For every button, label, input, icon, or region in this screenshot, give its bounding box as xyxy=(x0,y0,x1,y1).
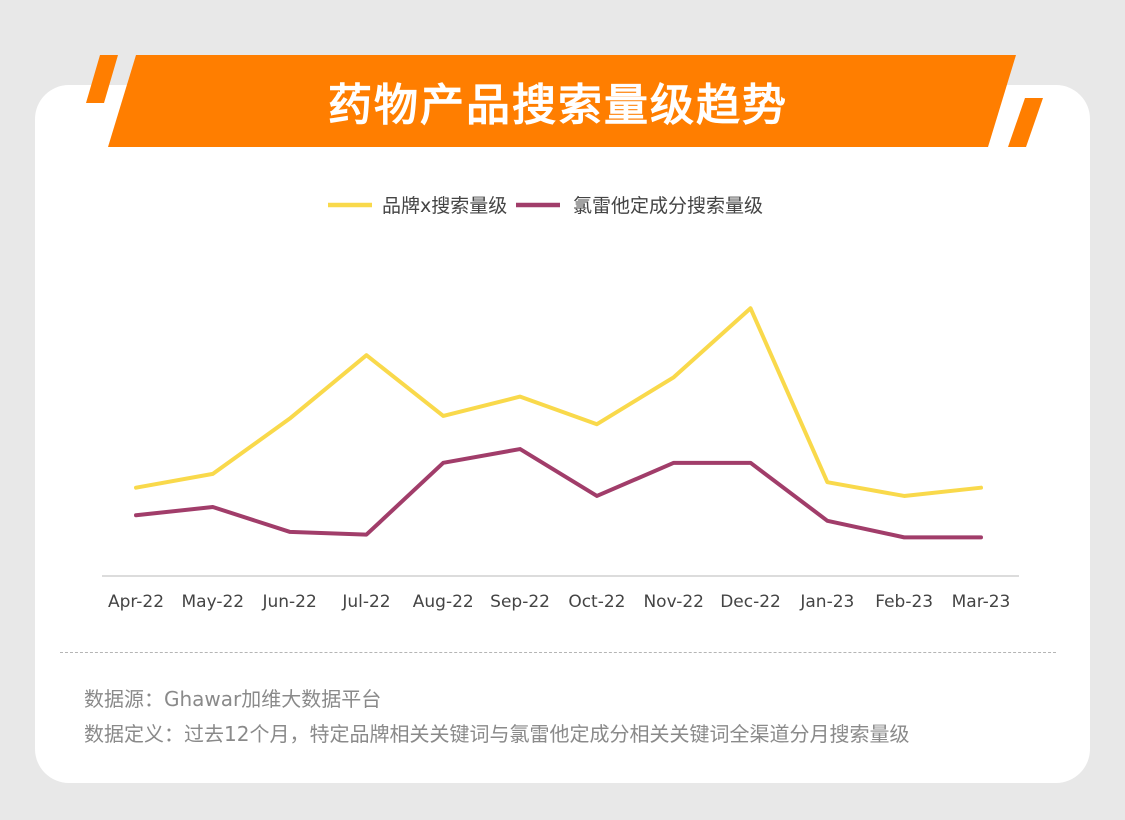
line-chart: 品牌x搜索量级 氯雷他定成分搜索量级 Apr-22 May-22 Jun-22 Jul-… xyxy=(102,195,1019,612)
x-axis-tick-labels: Apr-22 May-22 Jun-22 Jul-22 Aug-22 Sep-22 Oct-… xyxy=(108,592,1010,612)
data-source-note: 数据源：Ghawar加维大数据平台 xyxy=(84,687,382,711)
x-tick-label: Feb-23 xyxy=(875,592,933,612)
x-tick-label: Jul-22 xyxy=(341,592,390,612)
title-banner xyxy=(86,55,1043,147)
content-card xyxy=(35,85,1090,783)
series-line-1 xyxy=(134,306,983,498)
series-line-2 xyxy=(134,447,983,540)
banner-right-stripe xyxy=(1008,98,1043,147)
data-definition-note: 数据定义：过去12个月，特定品牌相关关键词与氯雷他定成分相关关键词全渠道分月搜索… xyxy=(84,722,910,746)
x-tick-label: Dec-22 xyxy=(720,592,781,612)
x-tick-label: Oct-22 xyxy=(568,592,625,612)
chart-legend: 品牌x搜索量级 氯雷他定成分搜索量级 xyxy=(328,195,763,217)
series-lines xyxy=(134,306,983,540)
x-tick-label: Nov-22 xyxy=(643,592,704,612)
x-tick-label: Jan-23 xyxy=(799,592,854,612)
x-tick-label: Aug-22 xyxy=(413,592,474,612)
x-tick-label: Apr-22 xyxy=(108,592,164,612)
banner-main xyxy=(108,55,1016,147)
x-tick-label: Jun-22 xyxy=(261,592,316,612)
x-tick-label: Sep-22 xyxy=(490,592,550,612)
legend-label-2: 氯雷他定成分搜索量级 xyxy=(573,195,763,217)
x-tick-label: Mar-23 xyxy=(952,592,1011,612)
x-tick-label: May-22 xyxy=(182,592,245,612)
divider xyxy=(60,652,1056,653)
legend-label-1: 品牌x搜索量级 xyxy=(382,195,507,217)
banner-left-stripe xyxy=(86,55,118,103)
page-title: 药物产品搜索量级趋势 xyxy=(328,79,788,131)
